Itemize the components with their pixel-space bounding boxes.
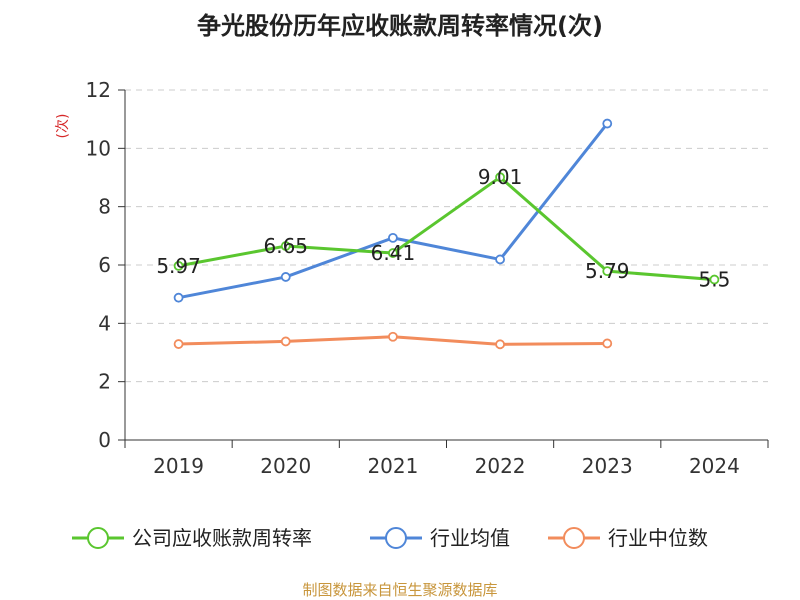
axes: 0 2 4 6 8 10 12 2019 2020 2021 2022 2023 2024 (86, 78, 769, 478)
data-point (602, 118, 613, 129)
data-label: 5.5 (699, 268, 731, 292)
y-tick-label: 12 (86, 78, 111, 102)
data-label: 9.01 (478, 165, 523, 189)
data-point (173, 260, 184, 271)
y-tick-label: 8 (98, 195, 111, 219)
y-tick-label: 10 (86, 136, 111, 160)
chart-title: 争光股份历年应收账款周转率情况(次) (197, 12, 603, 40)
x-tick-label: 2019 (153, 454, 204, 478)
data-point (495, 172, 505, 183)
data-point (388, 331, 398, 342)
legend-marker (563, 527, 585, 549)
legend-item: 公司应收账款周转率 (72, 526, 312, 550)
legend-label: 行业均值 (430, 526, 510, 550)
data-label: 5.79 (585, 259, 630, 283)
data-point (602, 338, 613, 349)
legend-marker (87, 527, 109, 549)
x-tick-label: 2021 (367, 454, 418, 478)
gridlines (125, 89, 768, 383)
data-point (388, 248, 398, 258)
x-tick-label: 2020 (260, 454, 311, 478)
legend: 公司应收账款周转率 行业均值 行业中位数 (72, 526, 708, 550)
data-point (495, 339, 505, 350)
series-line (178, 175, 715, 282)
data-point (280, 272, 291, 282)
data-label: 6.65 (263, 234, 308, 258)
data-point (173, 339, 184, 349)
legend-item: 行业中位数 (548, 526, 708, 550)
source-note: 制图数据来自恒生聚源数据库 (302, 581, 497, 599)
x-tick-label: 2022 (475, 454, 526, 478)
y-tick-label: 4 (98, 311, 111, 335)
data-point (602, 266, 613, 277)
x-tick-label: 2024 (689, 454, 740, 478)
legend-marker (385, 527, 407, 549)
data-point (280, 241, 291, 251)
series-line (178, 122, 609, 300)
data-point (388, 232, 398, 243)
data-labels: 5.97 6.65 6.41 9.01 5.79 5.5 (156, 165, 730, 291)
legend-label: 公司应收账款周转率 (132, 526, 312, 550)
y-tick-label: 2 (98, 370, 111, 394)
data-label: 6.41 (371, 241, 416, 265)
y-tick-label: 0 (98, 428, 111, 452)
legend-item: 行业均值 (370, 526, 510, 550)
data-point (709, 274, 720, 285)
legend-label: 行业中位数 (608, 526, 708, 550)
y-tick-label: 6 (98, 253, 111, 277)
data-point (173, 292, 184, 303)
x-tick-label: 2023 (582, 454, 633, 478)
data-label: 5.97 (156, 254, 201, 278)
y-axis-unit-label: (次) (55, 114, 71, 139)
data-point (280, 336, 291, 347)
data-point (495, 254, 505, 265)
series-lines (173, 118, 720, 350)
